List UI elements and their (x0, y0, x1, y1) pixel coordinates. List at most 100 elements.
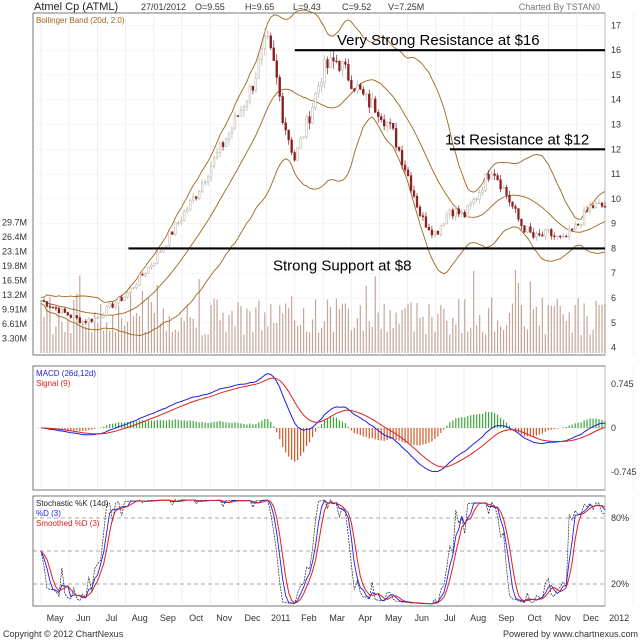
candle-body (42, 300, 46, 302)
volume-bar (365, 285, 367, 353)
macd-histogram-bar (571, 424, 573, 428)
macd-histogram-bar (580, 422, 582, 428)
volume-bar (243, 334, 245, 353)
candle-body (257, 59, 260, 79)
candle-body (81, 321, 84, 323)
bollinger-legend: Bollinger Band (20d, 2.0) (36, 16, 125, 25)
volume-bar (410, 302, 412, 353)
volume-bar (350, 330, 352, 353)
volume-bar (505, 325, 508, 353)
volume-bar (46, 308, 48, 353)
candle-body (275, 60, 278, 78)
volume-bar (592, 329, 594, 353)
macd-histogram-bar (482, 413, 484, 428)
macd-histogram-bar (300, 428, 302, 457)
volume-bar (147, 297, 150, 353)
x-tick-label: May (47, 613, 65, 623)
macd-histogram-bar (434, 428, 436, 439)
volume-bar (115, 331, 117, 353)
candle-body (415, 195, 419, 208)
volume-bar (476, 325, 478, 353)
macd-histogram-bar (288, 428, 290, 457)
candle-body (553, 235, 556, 237)
volume-bar (502, 329, 505, 353)
candle-body (588, 205, 592, 212)
macd-histogram-bar (150, 420, 153, 428)
volume-bar (303, 308, 305, 353)
volume-bar (404, 308, 406, 353)
volume-bar (550, 305, 552, 353)
volume-bar (231, 310, 233, 353)
candle-body (505, 187, 508, 196)
price-tick-label: 15 (611, 70, 621, 80)
price-tick-label: 12 (611, 144, 621, 154)
x-tick-label: 2011 (271, 613, 290, 623)
macd-histogram-bar (73, 428, 75, 431)
volume-bar (368, 321, 370, 353)
candle-body (326, 59, 329, 68)
candle-body (317, 85, 320, 94)
volume-bar (338, 309, 341, 353)
macd-histogram-bar (94, 428, 96, 429)
macd-histogram-bar (159, 420, 161, 428)
volume-bar (493, 331, 496, 353)
candle-body (63, 308, 67, 313)
macd-histogram-bar (225, 422, 227, 428)
macd-histogram-bar (314, 428, 317, 432)
macd-histogram-bar (144, 420, 147, 428)
copyright-text: Copyright © 2012 ChartNexus (3, 629, 124, 639)
candle-body (278, 77, 281, 97)
macd-histogram-bar (422, 428, 424, 445)
candle-body (156, 252, 159, 264)
volume-bar (496, 320, 499, 353)
candle-body (218, 142, 222, 153)
price-tick-label: 11 (611, 169, 620, 179)
candle-body (341, 61, 344, 71)
bollinger-middle-band (40, 79, 606, 316)
volume-bar (568, 312, 570, 353)
volume-bar (85, 326, 87, 353)
volume-bar (52, 334, 54, 353)
macd-histogram-bar (132, 421, 135, 428)
volume-bar (595, 300, 597, 353)
candle-body (123, 296, 126, 301)
volume-bar (419, 317, 421, 353)
macd-histogram-bar (112, 423, 114, 428)
candle-body (186, 208, 189, 212)
macd-histogram-bar (523, 428, 526, 437)
volume-bar (311, 319, 314, 353)
macd-histogram-bar (565, 426, 567, 428)
candle-body (233, 115, 237, 129)
volume-bar (213, 298, 215, 353)
candle-body (69, 314, 72, 318)
macd-line (40, 373, 606, 473)
price-tick-label: 13 (611, 120, 621, 130)
candle-body (302, 136, 305, 139)
candle-body (230, 127, 234, 134)
candle-body (48, 306, 52, 308)
candle-body (296, 147, 299, 161)
macd-histogram-bar (604, 421, 606, 428)
volume-tick-label: 23.1M (2, 247, 27, 257)
annotation-label: Strong Support at $8 (273, 257, 411, 274)
candle-body (397, 146, 401, 151)
candle-body (377, 112, 380, 117)
candle-body (150, 265, 153, 268)
candle-body (418, 206, 422, 216)
macd-histogram-bar (446, 425, 448, 428)
macd-histogram-bar (326, 417, 329, 428)
volume-bar (291, 296, 293, 353)
macd-histogram-bar (147, 420, 150, 428)
candle-body (362, 88, 365, 95)
candle-body (84, 321, 87, 323)
macd-histogram-bar (320, 424, 323, 428)
macd-histogram-bar (508, 425, 511, 428)
macd-histogram-bar (64, 428, 66, 431)
candle-body (579, 224, 583, 226)
macd-histogram-bar (219, 420, 221, 428)
macd-histogram-bar (335, 417, 338, 428)
volume-bar (544, 334, 546, 353)
volume-bar (428, 304, 430, 353)
macd-histogram-bar (529, 428, 531, 437)
volume-bar (434, 331, 436, 353)
